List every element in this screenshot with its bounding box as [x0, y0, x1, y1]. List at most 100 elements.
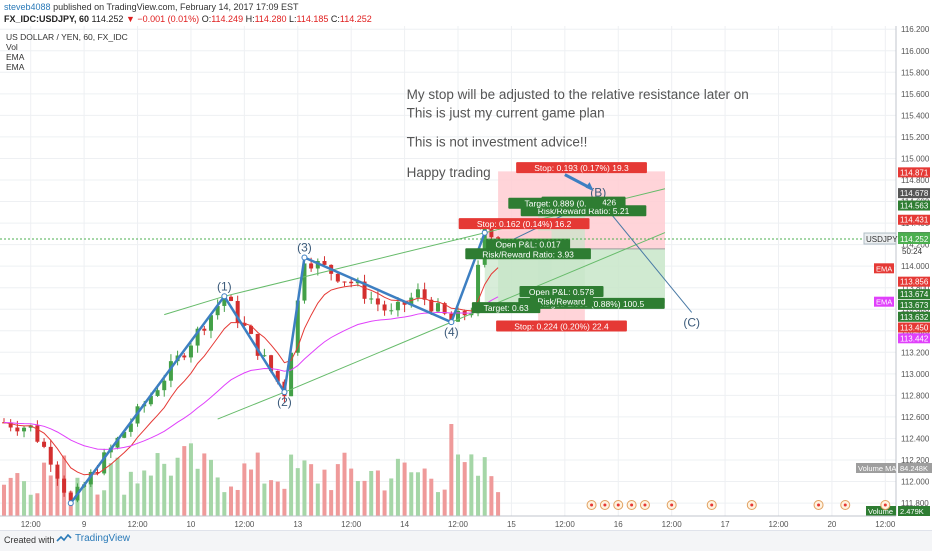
volume-ma-label-bg	[856, 463, 896, 473]
chart-notes: My stop will be adjusted to the relative…	[407, 87, 749, 180]
long2-stop-label-bg	[496, 320, 627, 332]
time-tick: 10	[186, 520, 195, 529]
price-tick: 113.800	[901, 284, 930, 293]
candle-body	[262, 355, 267, 357]
time-tick: 15	[507, 520, 516, 529]
tradingview-brand[interactable]: TradingView	[56, 533, 130, 544]
time-tick: 9	[82, 520, 87, 529]
volume-bar	[222, 492, 227, 516]
price-tick: 114.200	[901, 241, 930, 250]
candle-body	[188, 345, 193, 358]
volume-bar	[188, 443, 193, 516]
candle-body	[456, 310, 461, 322]
candle-body	[395, 301, 400, 311]
price-tag: 114.871	[900, 168, 929, 177]
price-tick: 116.000	[901, 47, 930, 56]
candle-body	[115, 437, 120, 448]
volume-bar	[95, 494, 100, 516]
candle-body	[295, 300, 300, 353]
candle-body	[48, 446, 53, 465]
long1-target-label-bg	[471, 302, 541, 314]
channel-lower-ext	[217, 391, 285, 420]
volume-bar	[402, 462, 407, 516]
time-tick: 12:00	[448, 520, 469, 529]
volume-bar	[122, 494, 127, 516]
volume-bar	[382, 490, 387, 516]
publish-header: steveb4088 published on TradingView.com,…	[4, 2, 299, 12]
price-tick: 113.000	[901, 370, 930, 379]
time-axis[interactable]: 12:00 9 12:00 10 12:00 13 12:00 14 12:00 15 12:00 1…	[0, 500, 896, 530]
volume-bar	[362, 480, 367, 516]
wave-point	[221, 293, 228, 300]
created-with-text: Created with	[4, 535, 55, 545]
price-tag-bg	[898, 214, 930, 225]
volume-bars	[1, 424, 501, 516]
author-link[interactable]: steveb4088	[4, 2, 51, 12]
wave-point	[481, 229, 488, 236]
candle-body	[249, 325, 254, 334]
volume-bar	[435, 492, 440, 516]
time-tick: 12:00	[875, 520, 896, 529]
candle-body	[389, 310, 394, 312]
volume-bar	[422, 468, 427, 516]
candle-body	[269, 355, 274, 371]
volume-bar	[242, 463, 247, 516]
candle-body	[42, 441, 47, 447]
long2-rr-label: Risk/Reward	[537, 297, 585, 307]
wave-point	[448, 319, 455, 326]
volume-bar	[269, 480, 274, 516]
volume-bar	[462, 462, 467, 516]
volume-bar	[289, 454, 294, 516]
candle-body	[28, 425, 33, 428]
volume-bar	[489, 476, 494, 516]
price-tag: 113.632	[900, 313, 929, 322]
tradingview-logo-icon	[56, 533, 72, 542]
price-tick: 111.800	[901, 499, 929, 508]
price-tag-bg	[898, 322, 930, 333]
last-price-bg	[898, 233, 930, 245]
price-tag-bg	[898, 200, 930, 211]
note-line: My stop will be adjusted to the relative…	[407, 87, 749, 102]
ohlc-close-key: C:	[330, 14, 340, 24]
wave-point	[301, 254, 308, 261]
price-chart[interactable]: (1)(2)(3)(4)(5)(B)(C) My stop will be ad…	[0, 26, 932, 530]
volume-bar	[456, 454, 461, 516]
wave-point	[67, 500, 74, 507]
volume-bar	[442, 489, 447, 516]
price-tick: 115.200	[901, 133, 930, 142]
volume-bar	[175, 457, 180, 516]
footer: Created with TradingView	[0, 530, 932, 551]
symbol-name: FX_IDC:USDJPY, 60	[4, 14, 90, 24]
candle-body	[215, 305, 220, 316]
ema-tag: EMA	[876, 298, 892, 307]
long1-stop-label: Stop: 0.162 (0.14%) 16.2	[477, 219, 572, 229]
candle-body	[302, 263, 307, 301]
volume-label-bg	[866, 506, 896, 516]
volume-bar	[108, 463, 113, 516]
event-dot-icon	[616, 503, 620, 507]
price-tick: 114.800	[901, 176, 930, 185]
volume-bar	[1, 484, 7, 516]
candle-body	[342, 281, 347, 283]
wave-label: (1)	[217, 279, 232, 293]
time-tick: 14	[400, 520, 409, 529]
candle-body	[442, 303, 447, 314]
long1-rr-label-bg	[465, 248, 591, 260]
ohlc-low-key: L:	[288, 14, 297, 24]
volume-bar	[469, 454, 474, 516]
volume-bar	[295, 468, 300, 516]
price-tag: 113.674	[900, 290, 929, 299]
price-axis[interactable]: 116.200 116.000 115.800 115.600 115.400 115.2…	[0, 26, 932, 516]
last-price: 114.252	[91, 14, 124, 24]
candle-body	[95, 471, 100, 474]
candle-body	[482, 227, 487, 265]
volume-bar	[349, 468, 354, 516]
price-tag-bg	[898, 311, 930, 322]
volume-bar	[82, 485, 87, 516]
volume-bar	[229, 486, 234, 516]
volume-bar	[476, 475, 481, 516]
bar-timer: 50:24	[902, 247, 923, 256]
event-dot-icon	[590, 503, 594, 507]
candle-body	[422, 289, 427, 300]
candle-body	[162, 380, 167, 391]
